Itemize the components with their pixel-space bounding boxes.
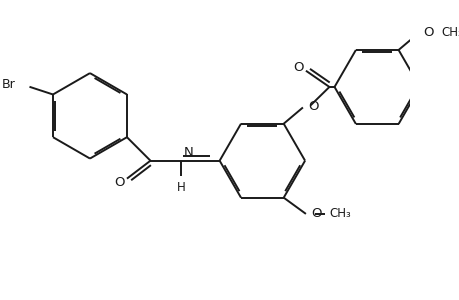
Text: O: O	[310, 207, 321, 220]
Text: CH₃: CH₃	[329, 206, 350, 220]
Text: H: H	[176, 181, 185, 194]
Text: Br: Br	[2, 78, 16, 91]
Text: O: O	[308, 100, 318, 113]
Text: N: N	[183, 146, 193, 158]
Text: O: O	[292, 61, 303, 74]
Text: CH₃: CH₃	[440, 26, 459, 39]
Text: O: O	[422, 26, 432, 39]
Text: O: O	[114, 176, 124, 188]
